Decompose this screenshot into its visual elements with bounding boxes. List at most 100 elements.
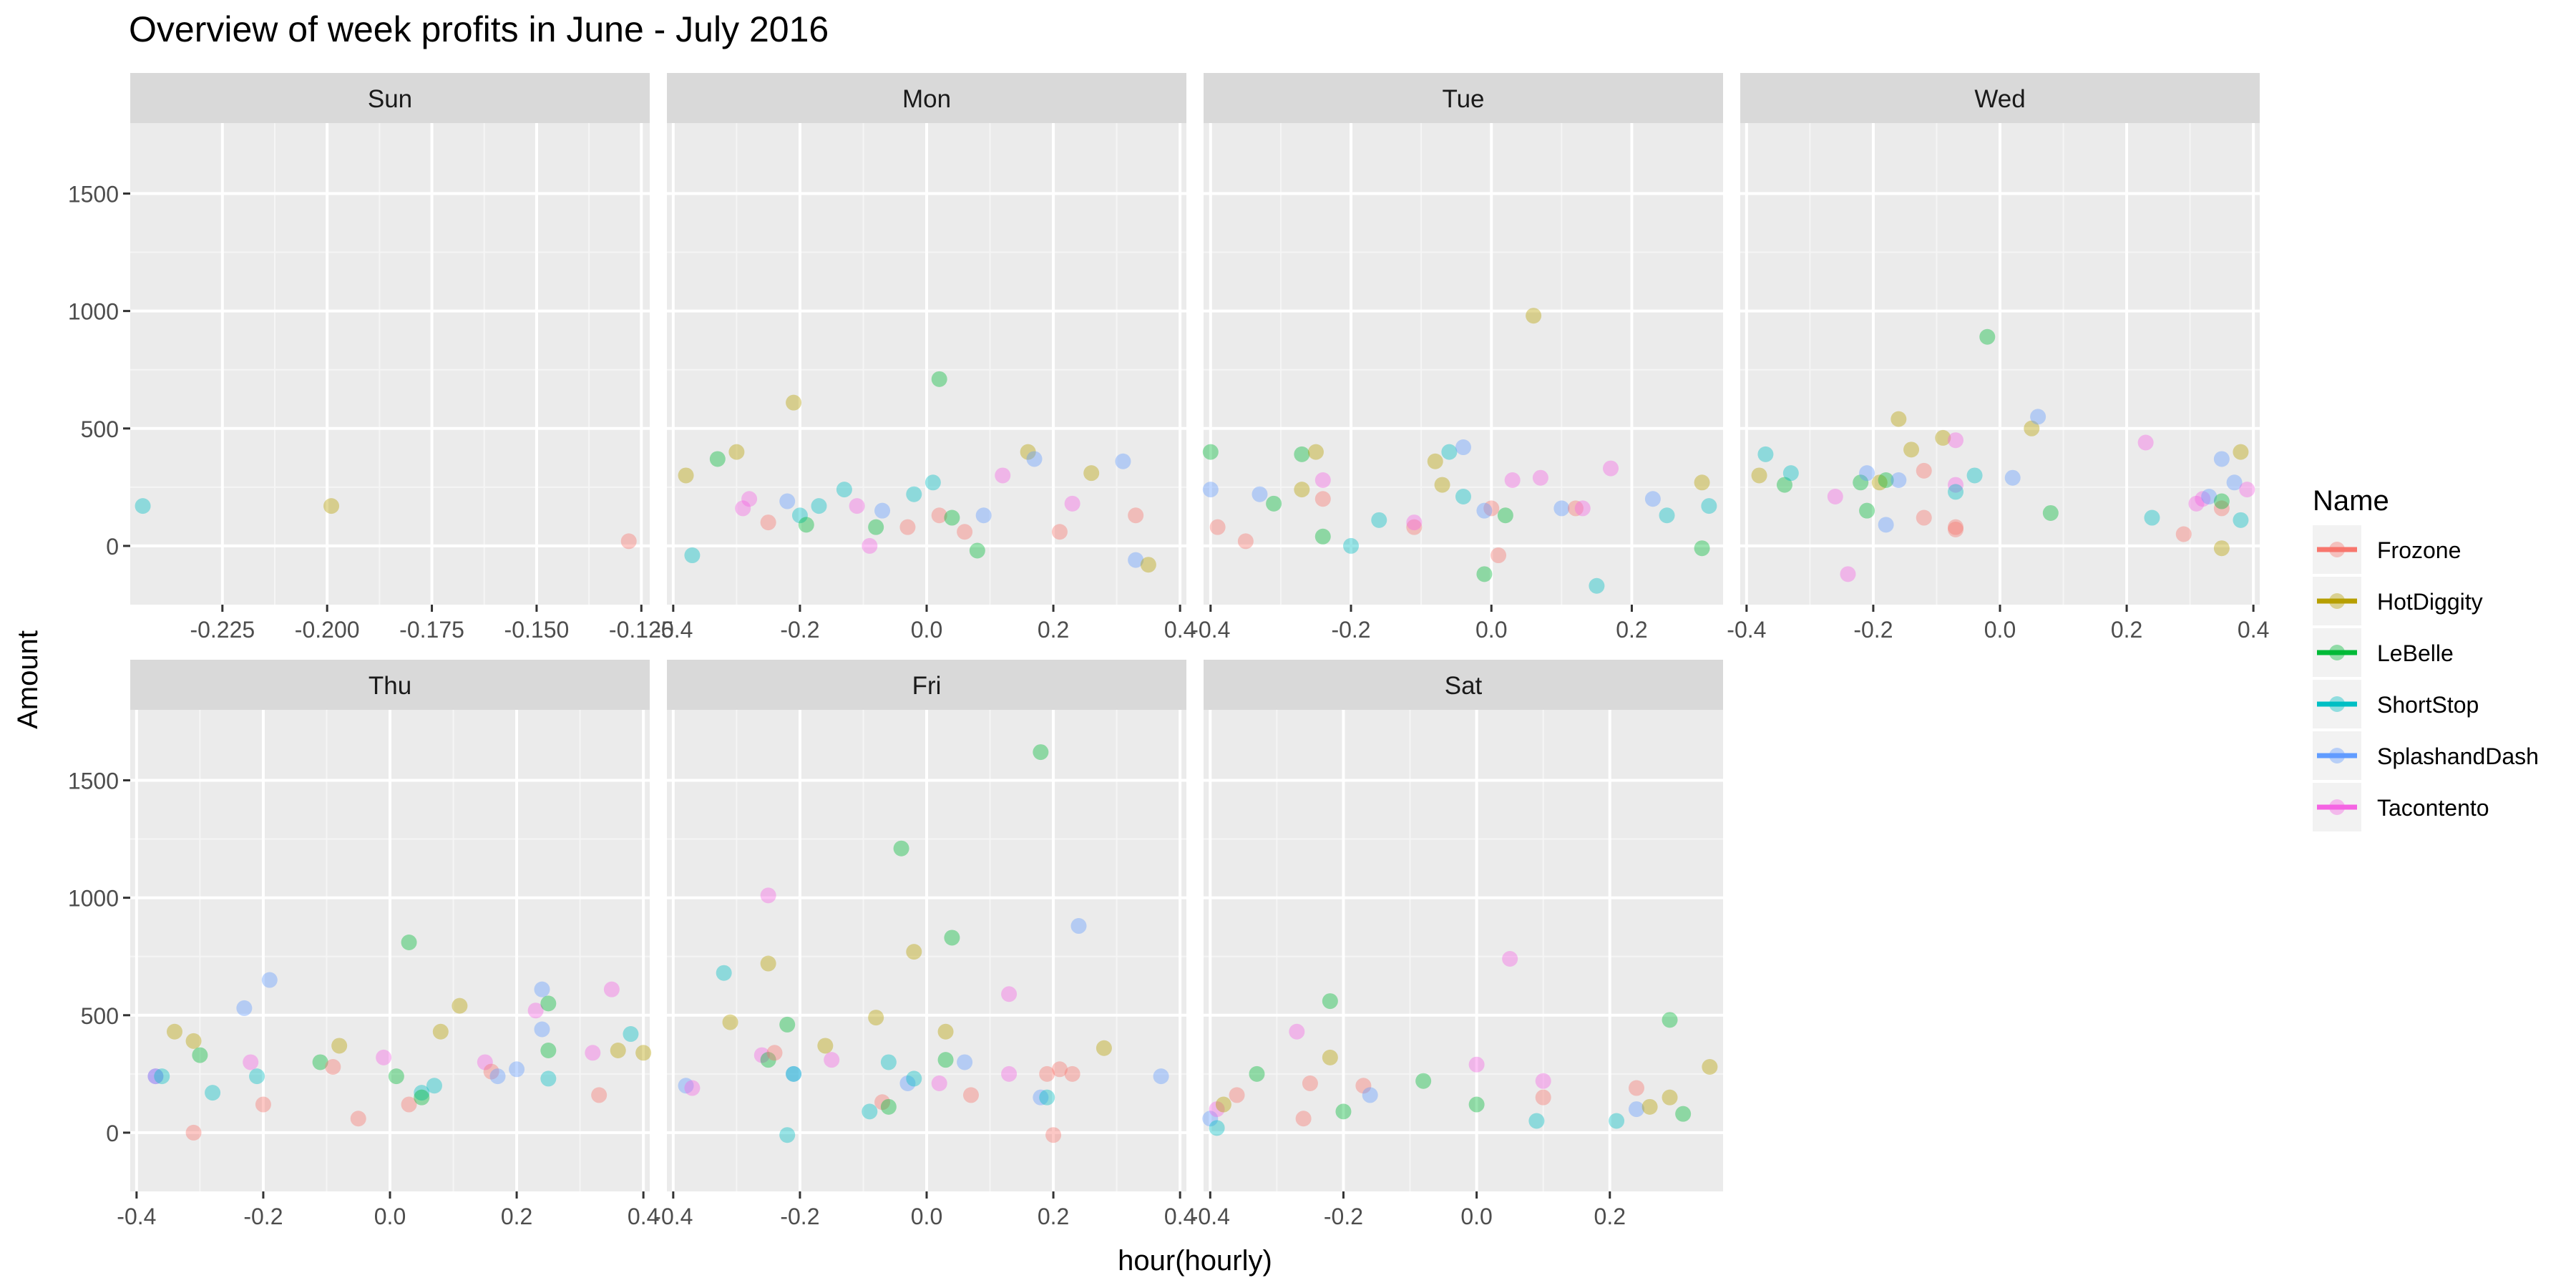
data-point bbox=[1128, 552, 1144, 568]
data-point bbox=[1039, 1089, 1055, 1106]
data-point bbox=[1751, 467, 1767, 484]
facet-strip-label: Sun bbox=[368, 85, 412, 113]
x-tick-label: -0.225 bbox=[190, 617, 255, 643]
data-point bbox=[741, 491, 758, 507]
x-tick-label: 0.2 bbox=[1038, 617, 1069, 643]
data-point bbox=[534, 1021, 550, 1038]
data-point bbox=[760, 887, 776, 904]
facet-fri: Fri -0.4 -0.2 0.0 0.2 0.4 bbox=[653, 660, 1196, 1229]
data-point bbox=[1209, 1101, 1225, 1118]
data-point bbox=[477, 1054, 493, 1070]
data-point bbox=[1434, 477, 1450, 493]
data-point bbox=[1567, 500, 1584, 517]
data-point bbox=[1083, 465, 1100, 482]
x-tick-label: 0.2 bbox=[501, 1204, 532, 1229]
data-point bbox=[1427, 453, 1443, 469]
data-point bbox=[1644, 491, 1661, 507]
data-point bbox=[1526, 308, 1542, 324]
facet-thu: Thu 0 500 1000 1500 -0.4 -0.2 0.0 0.2 0.4 bbox=[68, 660, 659, 1229]
data-point bbox=[1307, 444, 1324, 460]
data-point bbox=[1859, 465, 1875, 482]
data-point bbox=[1603, 460, 1619, 477]
data-point bbox=[1455, 439, 1471, 456]
data-point bbox=[1890, 411, 1907, 427]
x-tick-label: -0.4 bbox=[1191, 617, 1230, 643]
data-point bbox=[735, 500, 751, 517]
data-point bbox=[1070, 918, 1087, 935]
data-point bbox=[483, 1063, 499, 1080]
data-point bbox=[1890, 472, 1907, 489]
data-point bbox=[1115, 453, 1131, 469]
data-point bbox=[1153, 1068, 1169, 1085]
data-point bbox=[1878, 472, 1894, 489]
data-point bbox=[2201, 488, 2218, 504]
data-point bbox=[1468, 1096, 1485, 1113]
data-point bbox=[1302, 1075, 1318, 1091]
data-point bbox=[2042, 504, 2059, 521]
data-point bbox=[906, 944, 922, 960]
data-point bbox=[154, 1068, 170, 1085]
facet-sat: Sat -0.4 -0.2 0.0 0.2 bbox=[1191, 660, 1723, 1229]
data-point bbox=[2175, 526, 2192, 542]
data-point bbox=[779, 493, 796, 509]
data-point bbox=[2137, 434, 2154, 451]
data-point bbox=[1782, 465, 1799, 482]
data-point bbox=[325, 1059, 341, 1075]
data-point bbox=[798, 517, 814, 533]
data-point bbox=[540, 1043, 557, 1059]
data-point bbox=[1535, 1089, 1551, 1106]
x-tick-label: 0.0 bbox=[1984, 617, 2016, 643]
data-point bbox=[1535, 1073, 1551, 1089]
data-point bbox=[1355, 1078, 1372, 1094]
data-point bbox=[1694, 540, 1710, 557]
data-point bbox=[1675, 1106, 1692, 1122]
x-tick-label: -0.2 bbox=[780, 1204, 819, 1229]
data-point bbox=[1406, 519, 1423, 535]
data-point bbox=[1045, 1127, 1062, 1143]
legend-item: Frozone bbox=[2313, 525, 2461, 574]
data-point bbox=[1033, 1089, 1049, 1106]
data-point bbox=[1641, 1098, 1658, 1115]
data-point bbox=[509, 1061, 525, 1078]
chart-title: Overview of week profits in June - July … bbox=[129, 9, 829, 49]
data-point bbox=[969, 542, 985, 559]
data-point bbox=[312, 1054, 328, 1070]
data-point bbox=[1702, 1059, 1718, 1075]
legend-item: HotDiggity bbox=[2313, 577, 2483, 625]
data-point bbox=[874, 1094, 891, 1111]
data-point bbox=[862, 537, 878, 554]
data-point bbox=[401, 935, 417, 951]
data-point bbox=[779, 1016, 796, 1033]
data-point bbox=[786, 1065, 802, 1082]
data-point bbox=[1827, 488, 1843, 504]
data-point bbox=[709, 451, 726, 467]
data-point bbox=[1504, 472, 1521, 489]
data-point bbox=[2188, 495, 2205, 512]
data-point bbox=[1859, 502, 1875, 519]
facet-tue: Tue -0.4 -0.2 0.0 0.2 bbox=[1191, 73, 1723, 643]
data-point bbox=[760, 1052, 776, 1068]
legend-item: SplashandDash bbox=[2313, 731, 2539, 780]
data-point bbox=[824, 1052, 840, 1068]
data-point bbox=[1455, 488, 1471, 504]
data-point bbox=[540, 995, 557, 1012]
data-point bbox=[1948, 521, 1964, 537]
legend-label: SplashandDash bbox=[2377, 743, 2539, 769]
data-point bbox=[1371, 512, 1387, 528]
data-point bbox=[728, 444, 745, 460]
data-point bbox=[1202, 1111, 1219, 1127]
data-point bbox=[1497, 507, 1513, 524]
data-point bbox=[791, 507, 808, 524]
data-point bbox=[836, 482, 852, 498]
data-point bbox=[623, 1026, 639, 1043]
y-axis-title: Amount bbox=[12, 630, 44, 729]
y-tick-label: 0 bbox=[106, 534, 119, 560]
facet-wed: Wed -0.4 -0.2 0.0 0.2 0.4 bbox=[1727, 73, 2269, 643]
data-point bbox=[610, 1043, 626, 1059]
data-point bbox=[722, 1014, 738, 1030]
data-point bbox=[1948, 519, 1964, 535]
data-point bbox=[1033, 744, 1049, 761]
data-point bbox=[534, 981, 550, 997]
data-point bbox=[1252, 486, 1268, 502]
legend-label: Tacontento bbox=[2377, 795, 2489, 821]
